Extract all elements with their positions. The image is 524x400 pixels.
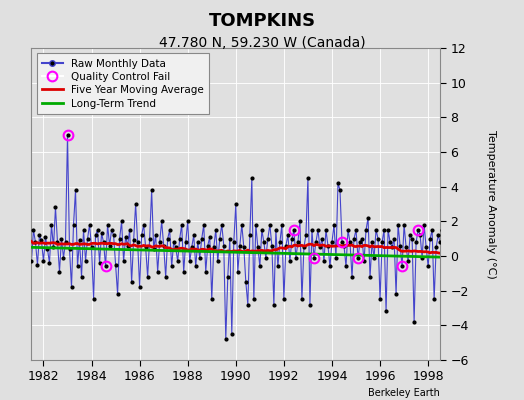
Y-axis label: Temperature Anomaly (°C): Temperature Anomaly (°C) (486, 130, 496, 278)
Text: TOMPKINS: TOMPKINS (209, 12, 315, 30)
Text: Berkeley Earth: Berkeley Earth (368, 388, 440, 398)
Text: 47.780 N, 59.230 W (Canada): 47.780 N, 59.230 W (Canada) (159, 36, 365, 50)
Legend: Raw Monthly Data, Quality Control Fail, Five Year Moving Average, Long-Term Tren: Raw Monthly Data, Quality Control Fail, … (37, 53, 209, 114)
